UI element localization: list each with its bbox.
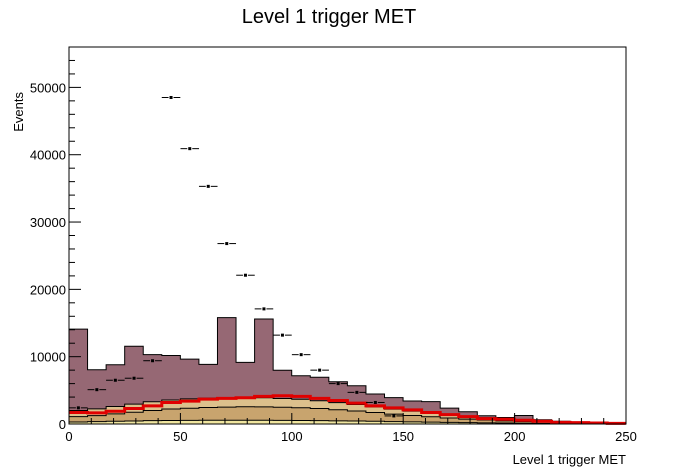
y-axis-label: Events (11, 92, 26, 132)
stack-layer-3 (68, 317, 627, 425)
data-point (95, 388, 99, 392)
data-point (373, 400, 377, 404)
data-point (299, 353, 303, 357)
data-point (76, 406, 80, 410)
y-tick-label: 50000 (30, 80, 66, 95)
y-tick-label: 20000 (30, 282, 66, 297)
data-point (318, 368, 322, 372)
y-tick-label: 40000 (30, 148, 66, 163)
data-point (280, 333, 284, 337)
data-point (392, 414, 396, 418)
data-point (336, 382, 340, 386)
data-point (113, 378, 117, 382)
y-tick-label: 30000 (30, 215, 66, 230)
x-tick-label: 200 (504, 429, 526, 444)
data-point (151, 359, 155, 363)
x-tick-label: 150 (392, 429, 414, 444)
stack-layer-0 (68, 419, 627, 425)
signal-line (69, 394, 626, 425)
data-point (262, 307, 266, 311)
data-point (188, 147, 192, 151)
x-tick-label: 50 (173, 429, 187, 444)
x-tick-label: 100 (281, 429, 303, 444)
data-point (225, 242, 229, 246)
chart-title: Level 1 trigger MET (242, 6, 417, 28)
data-point (132, 376, 136, 380)
y-tick-label: 10000 (30, 350, 66, 365)
data-point (355, 390, 359, 394)
x-tick-label: 0 (65, 429, 72, 444)
data-point (169, 95, 173, 99)
x-tick-label: 250 (615, 429, 637, 444)
y-tick-label: 0 (59, 417, 66, 432)
x-axis-label: Level 1 trigger MET (513, 452, 626, 467)
data-point (243, 273, 247, 277)
data-point (206, 184, 210, 188)
plot-area: 0 10000 20000 30000 40000 50000 0 50 100 150 200 25… (30, 46, 637, 444)
